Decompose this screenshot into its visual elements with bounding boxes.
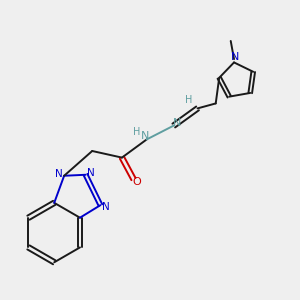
Text: N: N xyxy=(87,168,95,178)
Text: N: N xyxy=(230,52,239,62)
Text: O: O xyxy=(132,177,141,188)
Text: N: N xyxy=(55,169,63,179)
Text: H: H xyxy=(184,95,192,105)
Text: N: N xyxy=(102,202,110,212)
Text: H: H xyxy=(133,127,140,137)
Text: N: N xyxy=(173,118,181,128)
Text: N: N xyxy=(140,131,149,141)
